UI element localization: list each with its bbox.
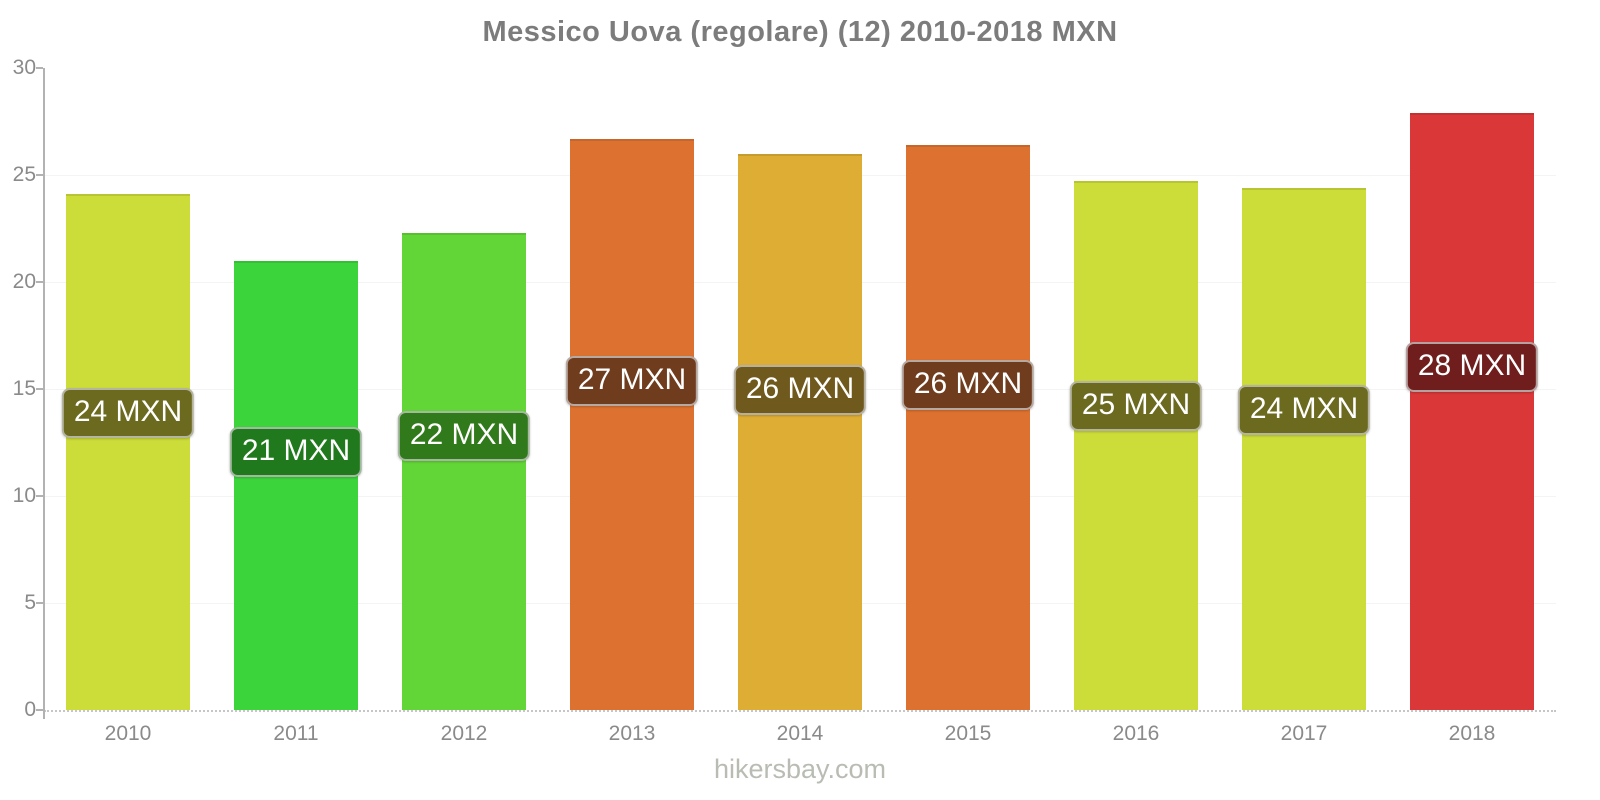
- bar-value-badge-2011: 21 MXN: [229, 426, 363, 477]
- x-axis-label-2014: 2014: [776, 722, 824, 745]
- bar-value-badge-2014: 26 MXN: [733, 365, 867, 416]
- y-axis-tick-15: [36, 388, 43, 390]
- y-axis: [43, 68, 45, 712]
- y-axis-label-10: 10: [12, 484, 36, 507]
- bar-2018: [1410, 112, 1534, 710]
- bar-2014: [738, 153, 862, 710]
- bar-2011: [234, 260, 358, 710]
- bar-2013: [570, 138, 694, 710]
- y-axis-label-30: 30: [12, 56, 36, 79]
- bar-value-badge-2013: 27 MXN: [565, 356, 699, 407]
- y-axis-tick-25: [36, 174, 43, 176]
- x-axis-label-2017: 2017: [1280, 722, 1328, 745]
- bar-value-badge-2010: 24 MXN: [61, 388, 195, 439]
- bar-value-badge-2016: 25 MXN: [1069, 381, 1203, 432]
- x-axis-label-2016: 2016: [1112, 722, 1160, 745]
- bar-value-badge-2017: 24 MXN: [1237, 384, 1371, 435]
- y-axis-tick-5: [36, 602, 43, 604]
- x-axis-label-2018: 2018: [1448, 722, 1496, 745]
- y-axis-tick-30: [36, 67, 43, 69]
- bar-2012: [402, 232, 526, 710]
- y-axis-label-5: 5: [24, 591, 36, 614]
- x-axis: [44, 710, 1556, 712]
- bar-2015: [906, 145, 1030, 710]
- bar-value-badge-2018: 28 MXN: [1405, 341, 1539, 392]
- footer-watermark: hikersbay.com: [713, 754, 887, 784]
- origin-tick: [43, 710, 45, 719]
- bar-value-badge-2015: 26 MXN: [901, 360, 1035, 411]
- y-axis-tick-0: [36, 709, 43, 711]
- x-axis-label-2010: 2010: [104, 722, 152, 745]
- y-axis-label-25: 25: [12, 163, 36, 186]
- y-axis-label-20: 20: [12, 270, 36, 293]
- bar-value-badge-2012: 22 MXN: [397, 410, 531, 461]
- x-axis-label-2011: 2011: [273, 722, 319, 745]
- bar-2017: [1242, 187, 1366, 710]
- bar-2010: [66, 194, 190, 710]
- y-axis-label-15: 15: [12, 377, 36, 400]
- y-axis-tick-20: [36, 281, 43, 283]
- y-axis-tick-10: [36, 495, 43, 497]
- bar-2016: [1074, 181, 1198, 710]
- y-axis-label-0: 0: [24, 698, 36, 721]
- chart-title: Messico Uova (regolare) (12) 2010-2018 M…: [482, 16, 1118, 48]
- x-axis-label-2015: 2015: [944, 722, 992, 745]
- x-axis-label-2012: 2012: [440, 722, 488, 745]
- x-axis-label-2013: 2013: [608, 722, 656, 745]
